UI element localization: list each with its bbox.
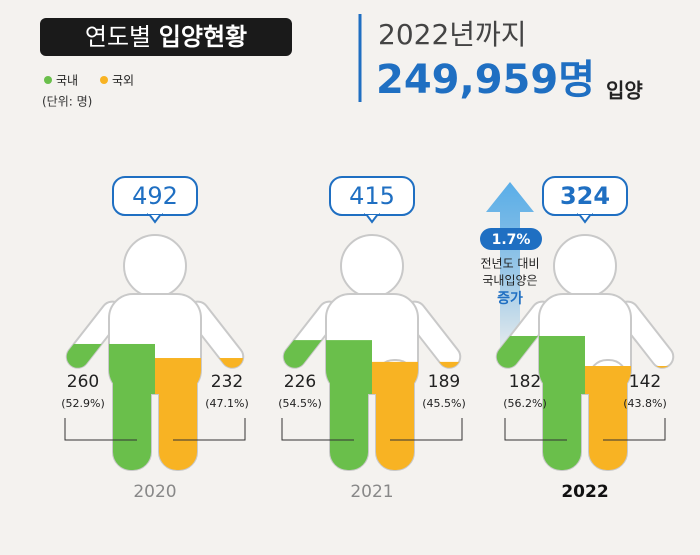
legend-label: 국내 (56, 74, 78, 88)
legend-swatch (100, 76, 108, 84)
head (553, 234, 617, 298)
x-tick-label: 2021 (350, 482, 393, 502)
leader-line (173, 418, 246, 441)
bubble-tail-cover (578, 211, 592, 214)
callout-pill (480, 228, 542, 250)
title: 연도별 입양현황 (85, 23, 247, 51)
total-value: 415 (349, 182, 395, 210)
callout-emphasis: 증가 (497, 291, 523, 307)
series-share: (47.1%) (205, 397, 249, 410)
increase-arrow (486, 182, 534, 362)
callout-value: 1.7% (492, 232, 531, 248)
cumulative-suffix: 입양 (606, 79, 643, 103)
series-share: (54.5%) (278, 397, 322, 410)
series-share: (43.8%) (623, 397, 667, 410)
leader-line (504, 418, 567, 441)
total-value: 492 (132, 182, 178, 210)
series-share: (52.9%) (61, 397, 105, 410)
leader-line (64, 418, 137, 441)
x-tick-label: 2020 (133, 482, 176, 502)
total-value: 324 (560, 182, 610, 210)
series-share: (56.2%) (503, 397, 547, 410)
series-value: 260 (67, 372, 99, 392)
title-emphasis: 입양현황 (159, 23, 247, 51)
leader-line (603, 418, 666, 441)
bubble-tail-cover (148, 211, 162, 214)
series-value: 189 (428, 372, 460, 392)
head (340, 234, 404, 298)
series-value: 142 (629, 372, 661, 392)
leader-line (281, 418, 354, 441)
series-share: (45.5%) (422, 397, 466, 410)
series-value: 232 (211, 372, 243, 392)
headline: 2022년까지 (378, 18, 527, 51)
x-tick-label: 2022 (561, 482, 608, 502)
bubble-tail-cover (365, 211, 379, 214)
series-value: 226 (284, 372, 316, 392)
title-plain: 연도별 (85, 23, 151, 51)
callout-line: 국내입양은 (482, 274, 537, 288)
legend-label: 국외 (112, 74, 134, 88)
head (123, 234, 187, 298)
leader-line (390, 418, 463, 441)
legend-swatch (44, 76, 52, 84)
unit: (단위: 명) (42, 95, 92, 109)
cumulative: 249,959명 (376, 57, 595, 103)
title-box (40, 18, 292, 56)
callout-line: 전년도 대비 (480, 257, 539, 271)
series-value: 182 (509, 372, 541, 392)
